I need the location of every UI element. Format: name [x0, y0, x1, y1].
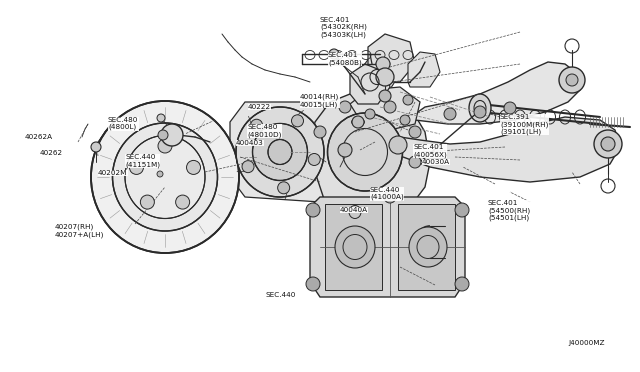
Text: 40202M: 40202M	[98, 170, 127, 176]
Circle shape	[186, 160, 200, 174]
Circle shape	[444, 108, 456, 120]
Polygon shape	[398, 204, 455, 290]
Circle shape	[306, 277, 320, 291]
Text: SEC.440
(41000A): SEC.440 (41000A)	[370, 187, 404, 201]
Ellipse shape	[253, 124, 307, 180]
Text: SEC.401
(54302K(RH)
(54303K(LH): SEC.401 (54302K(RH) (54303K(LH)	[320, 17, 367, 38]
Text: SEC.401
(40056X): SEC.401 (40056X)	[413, 144, 447, 157]
Circle shape	[314, 126, 326, 138]
Text: SEC.401
(54080B): SEC.401 (54080B)	[328, 52, 362, 65]
Circle shape	[157, 114, 165, 122]
Circle shape	[175, 195, 189, 209]
Circle shape	[352, 116, 364, 128]
Text: 40040A: 40040A	[340, 207, 368, 213]
Circle shape	[158, 130, 168, 140]
Circle shape	[365, 109, 375, 119]
Polygon shape	[368, 34, 415, 82]
Ellipse shape	[113, 123, 218, 231]
Circle shape	[455, 277, 469, 291]
Text: SEC.480
(4800L): SEC.480 (4800L)	[108, 117, 138, 131]
Ellipse shape	[144, 155, 186, 199]
Circle shape	[403, 95, 413, 105]
Circle shape	[339, 101, 351, 113]
Polygon shape	[408, 52, 440, 87]
Circle shape	[559, 67, 585, 93]
Text: SEC.401
(54500(RH)
(54501(LH): SEC.401 (54500(RH) (54501(LH)	[488, 200, 530, 221]
Circle shape	[455, 203, 469, 217]
Circle shape	[601, 137, 615, 151]
Text: SEC.480
(48010D): SEC.480 (48010D)	[247, 124, 282, 138]
Circle shape	[140, 195, 154, 209]
Circle shape	[306, 203, 320, 217]
Polygon shape	[395, 117, 620, 182]
Polygon shape	[325, 204, 382, 290]
Circle shape	[157, 171, 163, 177]
Circle shape	[384, 191, 396, 203]
Polygon shape	[350, 64, 390, 104]
Text: 400403: 400403	[236, 140, 264, 146]
Circle shape	[474, 106, 486, 118]
Ellipse shape	[409, 227, 447, 267]
Circle shape	[400, 115, 410, 125]
Circle shape	[242, 161, 254, 173]
Circle shape	[338, 143, 352, 157]
Polygon shape	[350, 87, 420, 130]
Ellipse shape	[469, 94, 491, 122]
Text: 40207(RH)
40207+A(LH): 40207(RH) 40207+A(LH)	[55, 224, 104, 238]
Ellipse shape	[268, 140, 292, 164]
Polygon shape	[310, 197, 465, 297]
Text: 40262: 40262	[40, 150, 63, 156]
Circle shape	[329, 49, 339, 59]
Circle shape	[308, 154, 320, 166]
Text: SEC.440: SEC.440	[265, 292, 296, 298]
Ellipse shape	[236, 107, 324, 197]
Text: 40030A: 40030A	[422, 159, 450, 165]
Polygon shape	[328, 200, 380, 224]
Circle shape	[594, 130, 622, 158]
Circle shape	[566, 74, 578, 86]
Circle shape	[291, 115, 303, 127]
Polygon shape	[355, 57, 398, 97]
Text: J40000MZ: J40000MZ	[568, 340, 605, 346]
Circle shape	[389, 136, 407, 154]
Circle shape	[161, 124, 183, 146]
Polygon shape	[415, 62, 580, 124]
Circle shape	[251, 119, 262, 131]
Text: 40222: 40222	[248, 104, 271, 110]
Circle shape	[158, 139, 172, 153]
Circle shape	[409, 156, 421, 168]
Ellipse shape	[335, 226, 375, 268]
Polygon shape	[310, 92, 430, 214]
Circle shape	[278, 182, 290, 194]
Text: SEC.391
(39100M(RH)
(39101(LH): SEC.391 (39100M(RH) (39101(LH)	[500, 114, 548, 135]
Circle shape	[504, 102, 516, 114]
Circle shape	[376, 68, 394, 86]
Polygon shape	[230, 102, 335, 202]
Circle shape	[376, 57, 390, 71]
Circle shape	[409, 126, 421, 138]
Circle shape	[379, 90, 391, 102]
Text: SEC.440
(41151M): SEC.440 (41151M)	[125, 154, 160, 167]
Circle shape	[91, 142, 101, 152]
Ellipse shape	[91, 101, 239, 253]
Text: 40014(RH)
40015(LH): 40014(RH) 40015(LH)	[300, 94, 339, 108]
Text: 40262A: 40262A	[25, 134, 53, 140]
Circle shape	[384, 101, 396, 113]
Circle shape	[129, 160, 143, 174]
Ellipse shape	[125, 135, 205, 218]
Ellipse shape	[328, 113, 403, 191]
